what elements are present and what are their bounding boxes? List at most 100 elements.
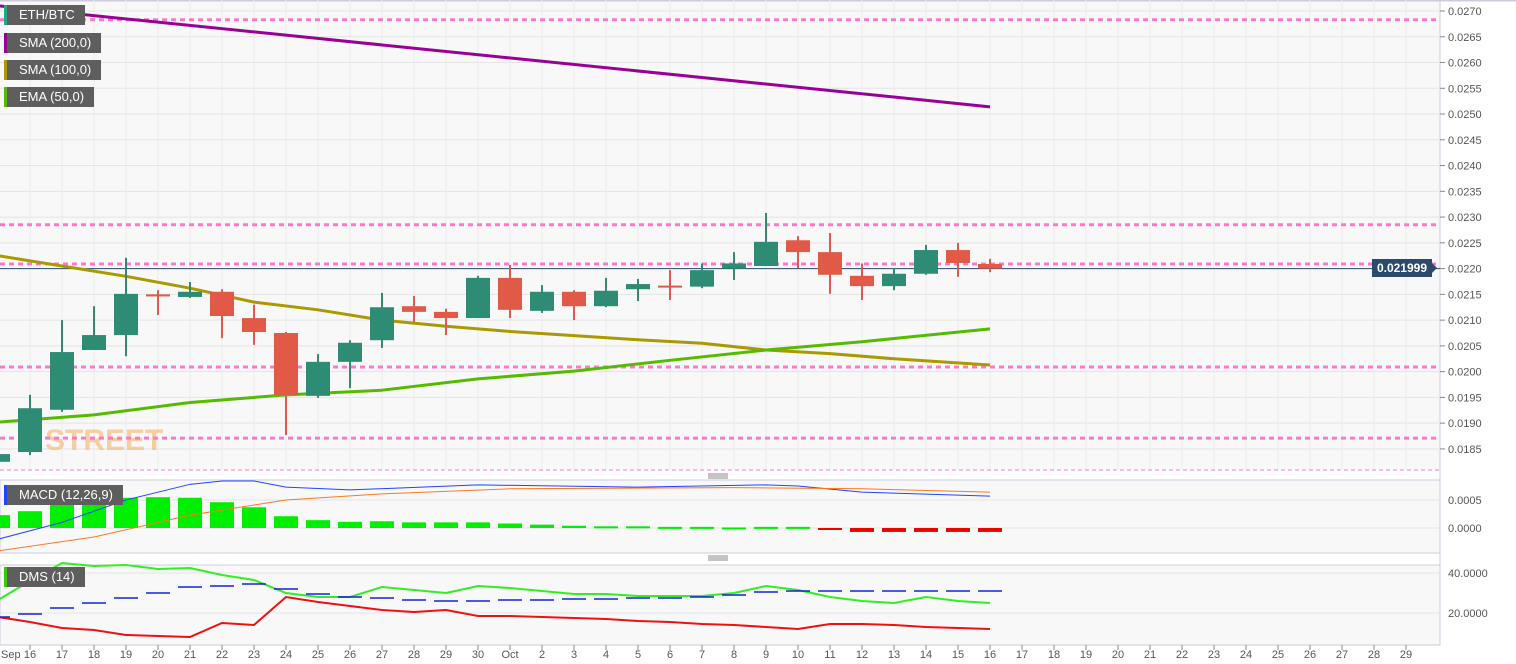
x-tick-label: 27 <box>376 649 388 661</box>
y-tick-label: 0.0255 <box>1448 83 1482 95</box>
candle-body <box>306 361 330 396</box>
x-tick-label: 7 <box>699 649 705 661</box>
x-tick-label: 8 <box>731 649 737 661</box>
x-tick-label: 14 <box>920 649 932 661</box>
current-price-tag: 0.021999 <box>1371 259 1438 277</box>
candle-body <box>658 285 682 288</box>
legend-sma100[interactable]: SMA (100,0) <box>4 60 102 80</box>
macd-histogram-bar <box>466 522 490 528</box>
x-tick-label: 11 <box>824 649 835 661</box>
macd-pane <box>0 479 1441 554</box>
x-tick-label: 25 <box>312 649 324 661</box>
y-tick-label: 0.0250 <box>1448 109 1482 121</box>
dms-tick-label: 20.0000 <box>1448 608 1488 620</box>
legend-ethbtc[interactable]: ETH/BTC <box>4 5 85 25</box>
candle-body <box>402 306 426 312</box>
macd-histogram-bar <box>146 497 170 528</box>
macd-histogram-bar <box>786 526 810 529</box>
macd-histogram-bar <box>434 522 458 528</box>
y-tick-label: 0.0220 <box>1448 264 1482 276</box>
x-tick-label: 26 <box>1304 649 1316 661</box>
candle-body <box>18 408 42 453</box>
x-tick-label: 23 <box>1208 649 1220 661</box>
x-tick-label: 10 <box>792 649 804 661</box>
y-tick-label: 0.0235 <box>1448 186 1482 198</box>
legend-ema50[interactable]: EMA (50,0) <box>4 87 95 107</box>
x-tick-label: 22 <box>1176 649 1188 661</box>
sma100-line <box>0 254 991 367</box>
y-tick-label: 0.0260 <box>1448 58 1482 70</box>
macd-tick-label: 0.0000 <box>1448 523 1482 535</box>
macd-histogram-bar <box>978 528 1002 532</box>
minus-di-line <box>0 595 991 639</box>
x-tick-label: 9 <box>763 649 769 661</box>
macd-signal-line <box>0 487 991 552</box>
candle-body <box>0 454 10 462</box>
x-tick-label: 21 <box>1144 649 1156 661</box>
candle-body <box>242 318 266 332</box>
x-tick-label: 29 <box>1400 649 1412 661</box>
candle-body <box>722 263 746 269</box>
macd-line <box>0 480 991 540</box>
macd-histogram-bar <box>370 521 394 528</box>
candle-body <box>82 335 106 351</box>
candle-body <box>690 270 714 287</box>
x-tick-label: 16 <box>24 649 36 661</box>
macd-histogram-bar <box>818 528 842 530</box>
y-tick-label: 0.0225 <box>1448 238 1482 250</box>
candle-body <box>274 333 298 395</box>
candle-body <box>146 294 170 297</box>
candle-body <box>530 291 554 311</box>
macd-histogram-bar <box>210 502 234 528</box>
legend-dms[interactable]: DMS (14) <box>4 567 85 587</box>
dms-pane <box>0 564 1441 646</box>
x-tick-label: 23 <box>248 649 260 661</box>
y-tick-label: 0.0190 <box>1448 418 1482 430</box>
macd-histogram-bar <box>754 526 778 529</box>
x-tick-label: 13 <box>888 649 900 661</box>
x-tick-label: 19 <box>120 649 132 661</box>
candle-body <box>946 250 970 263</box>
x-tick-label: 27 <box>1336 649 1348 661</box>
macd-histogram-bar <box>274 516 298 528</box>
x-tick-label: 26 <box>344 649 356 661</box>
macd-histogram-bar <box>626 526 650 529</box>
x-tick-label: 21 <box>184 649 196 661</box>
x-tick-label: 20 <box>1112 649 1124 661</box>
x-tick-label: 24 <box>280 649 292 661</box>
macd-histogram-bar <box>562 525 586 528</box>
x-tick-label: 5 <box>635 649 641 661</box>
macd-histogram-bar <box>946 528 970 532</box>
candle-body <box>626 284 650 290</box>
x-tick-label: 25 <box>1272 649 1284 661</box>
x-tick-label: 19 <box>1080 649 1092 661</box>
macd-histogram-bar <box>18 511 42 528</box>
x-tick-label: Oct <box>501 649 518 661</box>
plus-di-line <box>0 561 991 605</box>
legend-sma200[interactable]: SMA (200,0) <box>4 33 102 53</box>
y-tick-label: 0.0205 <box>1448 341 1482 353</box>
y-tick-label: 0.0240 <box>1448 161 1482 173</box>
x-tick-label: 18 <box>1048 649 1060 661</box>
y-tick-label: 0.0200 <box>1448 367 1482 379</box>
candle-body <box>850 275 874 287</box>
x-tick-label: 6 <box>667 649 673 661</box>
x-tick-label: 18 <box>88 649 100 661</box>
x-tick-label: 17 <box>1016 649 1028 661</box>
macd-histogram-bar <box>690 526 714 529</box>
candle-body <box>786 240 810 253</box>
candle-body <box>498 277 522 310</box>
y-tick-label: 0.0210 <box>1448 315 1482 327</box>
macd-histogram-bar <box>722 527 746 530</box>
macd-histogram-bar <box>178 497 202 528</box>
x-tick-label: 22 <box>216 649 228 661</box>
x-tick-label: 28 <box>408 649 420 661</box>
candle-body <box>882 273 906 287</box>
x-tick-label: 16 <box>984 649 996 661</box>
candle-body <box>114 293 138 336</box>
macd-histogram-bar <box>882 528 906 532</box>
legend-macd[interactable]: MACD (12,26,9) <box>4 485 123 505</box>
y-tick-label: 0.0270 <box>1448 6 1482 18</box>
candle-body <box>210 291 234 316</box>
